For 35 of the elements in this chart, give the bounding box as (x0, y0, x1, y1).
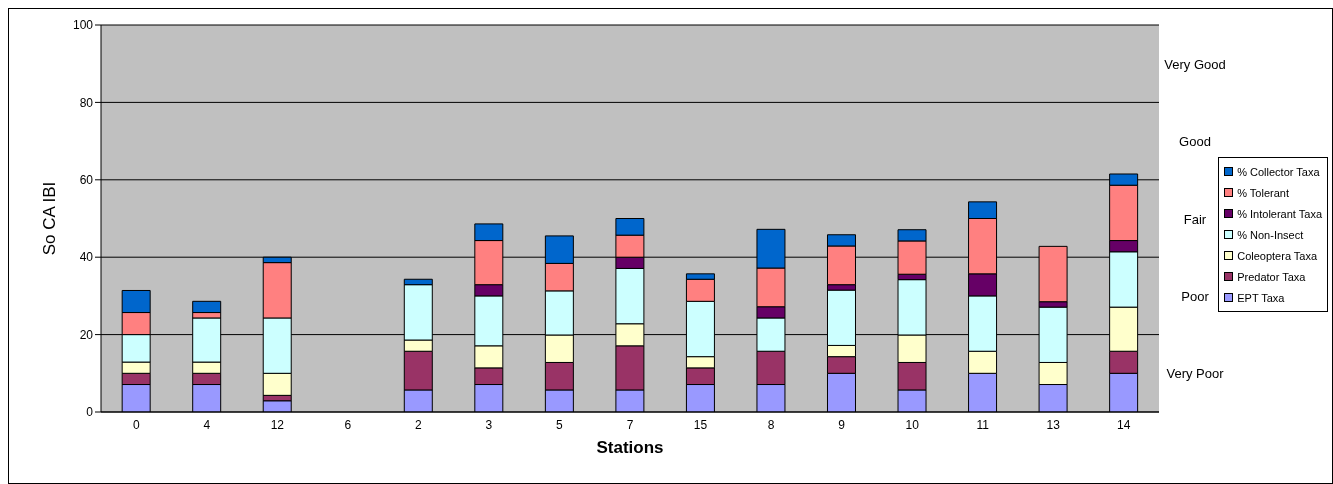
y-tick-label: 0 (86, 405, 94, 420)
x-tick-label: 2 (415, 417, 423, 432)
y-tick-label: 20 (79, 327, 94, 342)
x-tick-label: 13 (1046, 417, 1061, 432)
y-tick-label: 40 (79, 250, 94, 265)
legend-label: % Intolerant Taxa (1237, 207, 1322, 220)
legend-label: % Non-Insect (1237, 228, 1304, 241)
y-axis-title: So CA IBI (40, 181, 60, 256)
x-tick-label: 10 (905, 417, 920, 432)
x-tick-label: 0 (132, 417, 140, 432)
legend-label: EPT Taxa (1237, 291, 1285, 304)
x-tick-label: 9 (838, 417, 846, 432)
x-tick-label: 7 (626, 417, 634, 432)
legend-label: Predator Taxa (1237, 270, 1306, 283)
x-axis-title: Stations (596, 438, 664, 457)
y-tick-label: 60 (79, 173, 94, 188)
x-tick-label: 5 (556, 417, 564, 432)
text: Very Good (1163, 55, 1227, 73)
x-tick-label: 15 (693, 417, 708, 432)
x-tick-label: 6 (344, 417, 352, 432)
text: Very Poor (1165, 364, 1225, 382)
x-tick-label: 14 (1117, 417, 1131, 432)
legend-label: % Collector Taxa (1237, 165, 1320, 178)
y-tick-label: 100 (72, 18, 94, 33)
x-tick-label: 11 (976, 417, 990, 432)
legend-label: Coleoptera Taxa (1237, 249, 1318, 262)
x-tick-label: 4 (203, 417, 211, 432)
x-tick-label: 12 (270, 417, 285, 432)
x-tick-label: 3 (485, 417, 493, 432)
legend-label: % Tolerant (1237, 186, 1289, 199)
y-tick-label: 80 (79, 95, 94, 110)
text: Poor (1180, 287, 1210, 305)
x-tick-label: 8 (767, 417, 775, 432)
text: Good (1178, 132, 1212, 150)
text: Fair (1182, 210, 1208, 227)
